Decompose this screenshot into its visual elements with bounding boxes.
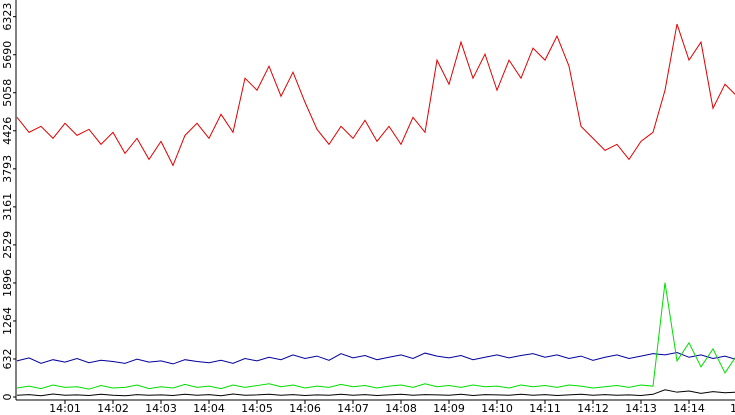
x-tick-label: 14:14	[673, 402, 705, 415]
x-tick-label: 14:04	[193, 402, 225, 415]
y-tick-label: 6323	[1, 3, 14, 31]
series-line	[16, 282, 735, 390]
y-tick-label: 2529	[1, 231, 14, 259]
y-tick-label: 5690	[1, 41, 14, 69]
x-tick-label: 14:12	[577, 402, 609, 415]
y-tick-label: 3793	[1, 155, 14, 183]
x-tick-label: 14:03	[145, 402, 177, 415]
x-tick-label: 14:02	[97, 402, 129, 415]
x-tick-label: 14:01	[49, 402, 81, 415]
y-tick-label: 0	[1, 393, 14, 400]
x-tick-label: 14:13	[625, 402, 657, 415]
y-tick-label: 5058	[1, 79, 14, 107]
x-tick-label: 14	[730, 402, 735, 415]
y-tick-label: 632	[1, 348, 14, 369]
x-tick-label: 14:11	[529, 402, 561, 415]
x-tick-label: 14:07	[337, 402, 369, 415]
y-tick-label: 1896	[1, 269, 14, 297]
y-tick-label: 4426	[1, 117, 14, 145]
series-line	[16, 23, 735, 167]
x-tick-label: 14:06	[289, 402, 321, 415]
y-tick-label: 1264	[1, 307, 14, 335]
series-line	[16, 351, 735, 365]
x-tick-label: 14:09	[433, 402, 465, 415]
x-tick-label: 14:10	[481, 402, 513, 415]
x-tick-label: 14:05	[241, 402, 273, 415]
x-tick-label: 14:08	[385, 402, 417, 415]
y-tick-label: 3161	[1, 193, 14, 221]
series-line	[16, 389, 735, 397]
